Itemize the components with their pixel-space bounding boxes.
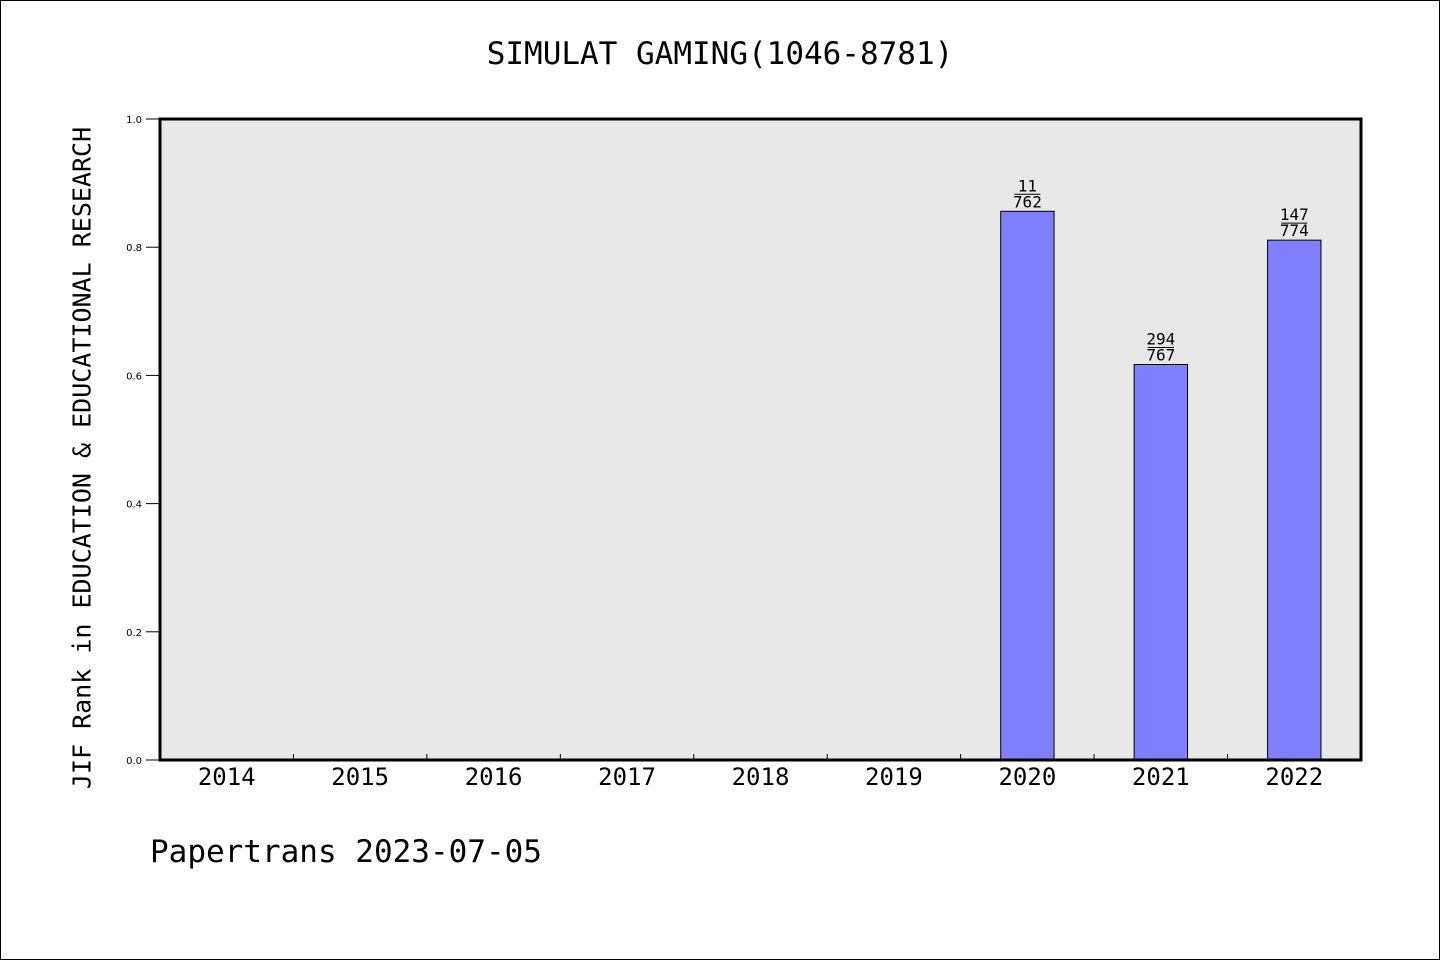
x-tick-label: 2017 <box>598 763 656 791</box>
x-tick-label: 2020 <box>998 763 1056 791</box>
chart-title: SIMULAT GAMING(1046-8781) <box>486 36 954 72</box>
x-tick-label: 2019 <box>865 763 923 791</box>
bar-rank-label: 294 <box>1146 330 1175 349</box>
bar-rank-label: 11 <box>1018 176 1037 195</box>
y-tick-label: 0.6 <box>126 371 142 382</box>
x-tick-label: 2014 <box>198 763 256 791</box>
y-tick-label: 0.0 <box>126 756 142 767</box>
bar-total-label: 762 <box>1013 192 1042 211</box>
y-tick-label: 0.4 <box>126 500 142 511</box>
x-tick-label: 2016 <box>465 763 523 791</box>
plot-border <box>158 117 1363 762</box>
bar-rank-label: 147 <box>1280 205 1309 224</box>
x-tick-label: 2015 <box>331 763 389 791</box>
y-tick-label: 0.8 <box>126 243 142 254</box>
bar <box>1133 364 1189 761</box>
footer-credit: Papertrans 2023-07-05 <box>150 834 542 870</box>
bar <box>1267 239 1322 761</box>
x-tick-label: 2021 <box>1132 763 1190 791</box>
bar <box>1000 210 1055 761</box>
y-tick-label: 1.0 <box>126 115 142 126</box>
x-tick-label: 2022 <box>1265 763 1323 791</box>
y-tick-label: 0.2 <box>126 628 142 639</box>
bar-total-label: 774 <box>1280 221 1309 240</box>
bar-total-label: 767 <box>1146 346 1175 365</box>
x-tick-label: 2018 <box>732 763 790 791</box>
